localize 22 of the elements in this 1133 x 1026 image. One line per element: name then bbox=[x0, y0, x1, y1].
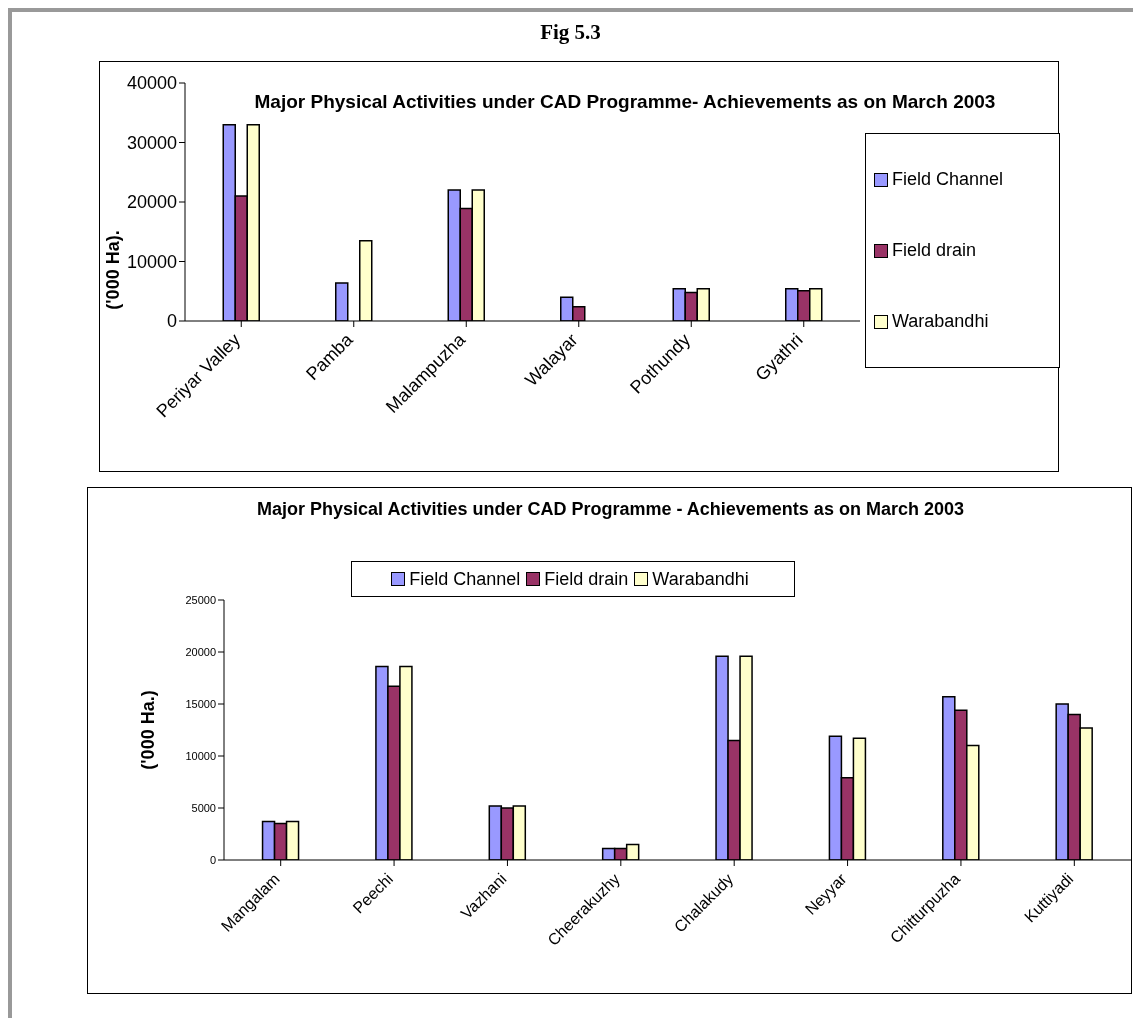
y-axis-title: ('000 Ha). bbox=[102, 230, 124, 310]
chart-title: Major Physical Activities under CAD Programme- Achievements as on March 2003 bbox=[253, 90, 997, 114]
y-tick-label: 25000 bbox=[185, 593, 216, 606]
legend-label: Field drain bbox=[544, 568, 629, 590]
y-tick-label: 20000 bbox=[126, 192, 177, 213]
y-tick-label: 5000 bbox=[191, 801, 216, 814]
legend-label: Field Channel bbox=[892, 169, 1004, 190]
legend-label: Field drain bbox=[892, 240, 977, 261]
y-tick-label: 0 bbox=[209, 853, 216, 866]
caption: Fig 5.3 bbox=[539, 20, 602, 45]
chart-title: Major Physical Activities under CAD Programme - Achievements as on March 2003 bbox=[256, 498, 965, 521]
y-tick-label: 20000 bbox=[185, 645, 216, 658]
legend-label: Warabandhi bbox=[652, 568, 749, 590]
y-tick-label: 40000 bbox=[126, 73, 177, 94]
y-tick-label: 15000 bbox=[185, 697, 216, 710]
legend-label: Warabandhi bbox=[892, 311, 989, 332]
y-tick-label: 10000 bbox=[185, 749, 216, 762]
y-axis-title: ('000 Ha.) bbox=[137, 690, 159, 770]
legend-label: Field Channel bbox=[409, 568, 521, 590]
y-tick-label: 10000 bbox=[126, 251, 177, 272]
y-tick-label: 0 bbox=[166, 311, 177, 332]
y-tick-label: 30000 bbox=[126, 132, 177, 153]
